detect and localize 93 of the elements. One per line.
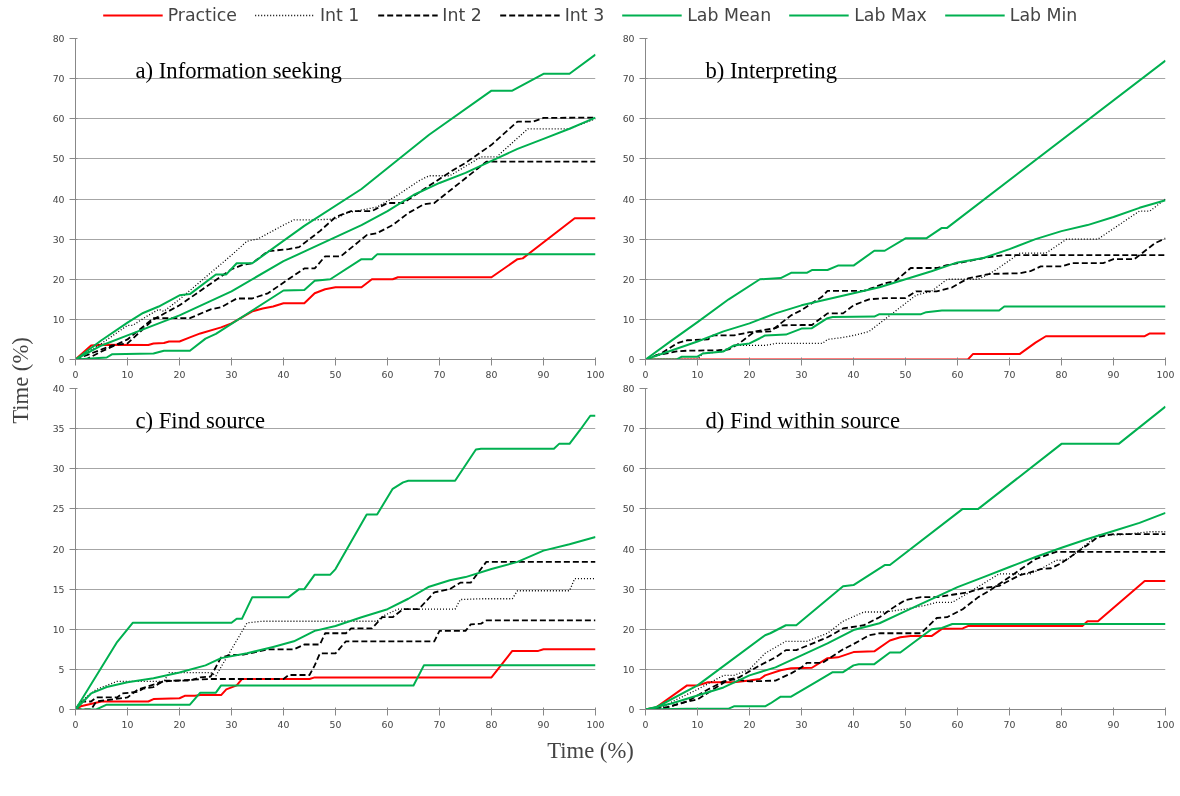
- x-tick-label: 50: [329, 718, 342, 730]
- y-tick-label: 70: [622, 423, 635, 435]
- legend-label: Lab Min: [1009, 5, 1078, 25]
- legend-label: Lab Max: [854, 5, 927, 25]
- y-tick-label: 0: [58, 354, 65, 365]
- x-tick-label: 40: [847, 368, 860, 380]
- y-tick-label: 50: [622, 153, 635, 165]
- y-tick-label: 20: [622, 273, 635, 285]
- text: a) Information seeking: [135, 57, 342, 83]
- y-tick-label: 10: [52, 313, 65, 325]
- y-tick-label: 80: [52, 33, 65, 44]
- legend-label: Practice: [167, 5, 237, 25]
- legend-label: Int 3: [564, 5, 605, 25]
- y-tick-label: 25: [52, 503, 65, 515]
- y-tick-label: 80: [622, 33, 635, 44]
- x-tick-label: 90: [1107, 718, 1120, 730]
- x-tick-label: 30: [795, 718, 808, 730]
- x-tick-label: 80: [1055, 368, 1068, 380]
- x-tick-label: 0: [72, 718, 79, 730]
- x-tick-label: 10: [121, 368, 134, 380]
- text: d) Find within source: [705, 407, 900, 433]
- y-tick-label: 30: [622, 583, 635, 595]
- x-tick-label: 0: [642, 368, 649, 380]
- x-tick-label: 20: [743, 718, 756, 730]
- x-tick-label: 100: [586, 718, 605, 730]
- x-tick-label: 10: [691, 368, 704, 380]
- x-tick-label: 50: [329, 368, 342, 380]
- x-tick-label: 100: [586, 368, 605, 380]
- x-tick-label: 20: [173, 368, 186, 380]
- x-tick-label: 20: [743, 368, 756, 380]
- y-tick-label: 50: [52, 153, 65, 165]
- x-tick-label: 30: [795, 368, 808, 380]
- x-tick-label: 60: [951, 718, 964, 730]
- y-tick-label: 40: [52, 383, 65, 394]
- y-tick-label: 60: [622, 463, 635, 475]
- y-tick-label: 70: [622, 73, 635, 85]
- x-tick-label: 40: [847, 718, 860, 730]
- y-tick-label: 40: [622, 193, 635, 205]
- x-tick-label: 90: [1107, 368, 1120, 380]
- y-tick-label: 40: [622, 543, 635, 555]
- x-tick-label: 40: [277, 718, 290, 730]
- legend-label: Int 2: [442, 5, 482, 25]
- x-tick-label: 70: [433, 718, 446, 730]
- x-tick-label: 80: [485, 368, 498, 380]
- x-tick-label: 60: [381, 368, 394, 380]
- x-tick-label: 70: [433, 368, 446, 380]
- x-tick-label: 20: [173, 718, 186, 730]
- x-tick-label: 80: [1055, 718, 1068, 730]
- y-tick-label: 0: [628, 354, 635, 365]
- y-tick-label: 60: [622, 113, 635, 125]
- legend-label: Int 1: [319, 5, 360, 25]
- x-axis-title: Time (%): [547, 738, 634, 763]
- y-tick-label: 0: [58, 704, 65, 715]
- text: c) Find source: [135, 407, 266, 433]
- x-tick-label: 90: [537, 718, 550, 730]
- x-tick-label: 0: [642, 718, 649, 730]
- y-tick-label: 20: [622, 623, 635, 635]
- legend-label: Lab Mean: [687, 5, 772, 25]
- text: b) Interpreting: [705, 57, 837, 83]
- x-tick-label: 100: [1156, 368, 1175, 380]
- x-tick-label: 60: [951, 368, 964, 380]
- x-tick-label: 10: [121, 718, 134, 730]
- x-tick-label: 70: [1003, 368, 1016, 380]
- y-tick-label: 10: [622, 313, 635, 325]
- y-tick-label: 0: [628, 704, 635, 715]
- y-tick-label: 5: [58, 663, 65, 675]
- x-tick-label: 40: [277, 368, 290, 380]
- x-tick-label: 80: [485, 718, 498, 730]
- x-tick-label: 100: [1156, 718, 1175, 730]
- y-tick-label: 20: [52, 273, 65, 285]
- x-tick-label: 10: [691, 718, 704, 730]
- y-tick-label: 60: [52, 113, 65, 125]
- y-tick-label: 40: [52, 193, 65, 205]
- y-tick-label: 70: [52, 73, 65, 85]
- y-tick-label: 30: [622, 233, 635, 245]
- x-tick-label: 0: [72, 368, 79, 380]
- y-tick-label: 80: [622, 383, 635, 394]
- y-tick-label: 20: [52, 543, 65, 555]
- y-tick-label: 50: [622, 503, 635, 515]
- x-tick-label: 30: [225, 368, 238, 380]
- x-tick-label: 50: [899, 368, 912, 380]
- y-axis-title: Time (%): [8, 337, 33, 424]
- y-tick-label: 10: [52, 623, 65, 635]
- x-tick-label: 50: [899, 718, 912, 730]
- x-tick-label: 90: [537, 368, 550, 380]
- y-tick-label: 10: [622, 663, 635, 675]
- y-tick-label: 30: [52, 463, 65, 475]
- y-tick-label: 30: [52, 233, 65, 245]
- x-tick-label: 30: [225, 718, 238, 730]
- x-tick-label: 70: [1003, 718, 1016, 730]
- x-tick-label: 60: [381, 718, 394, 730]
- y-tick-label: 15: [52, 583, 65, 595]
- y-tick-label: 35: [52, 423, 65, 435]
